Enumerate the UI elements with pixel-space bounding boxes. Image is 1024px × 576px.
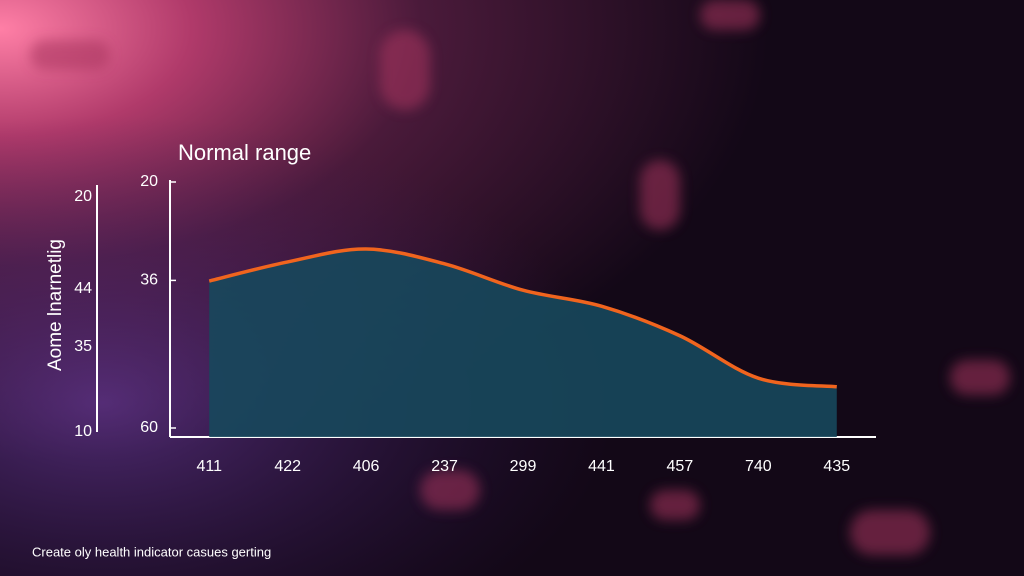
- decor: [30, 0, 1010, 555]
- y-tick-label: 36: [140, 272, 158, 289]
- line: [208, 247, 837, 389]
- x-tick-label: 435: [823, 458, 850, 475]
- y-tick-label: 60: [140, 419, 158, 436]
- area: [209, 249, 837, 437]
- outer-tick-label: 10: [74, 423, 92, 440]
- outer-tick-label: 44: [74, 280, 92, 297]
- x-tick-label: 457: [667, 458, 694, 475]
- x-tick-label: 441: [588, 458, 615, 475]
- x-tick-label: 422: [274, 458, 301, 475]
- x-tick-label: 411: [196, 458, 222, 475]
- outer-tick-label: 35: [74, 338, 92, 355]
- y-axis-label: Aome lnarnetlig: [45, 239, 66, 371]
- x-tick-label: 406: [353, 458, 380, 475]
- caption: Create oly health indicator casues gerti…: [32, 544, 271, 559]
- y-tick-label: 20: [140, 173, 158, 190]
- outer-tick-label: 20: [74, 188, 92, 205]
- x-tick-label: 237: [431, 458, 458, 475]
- x-tick-label: 299: [510, 458, 537, 475]
- chart-title: Normal range: [178, 140, 311, 165]
- x-tick-label: 740: [745, 458, 772, 475]
